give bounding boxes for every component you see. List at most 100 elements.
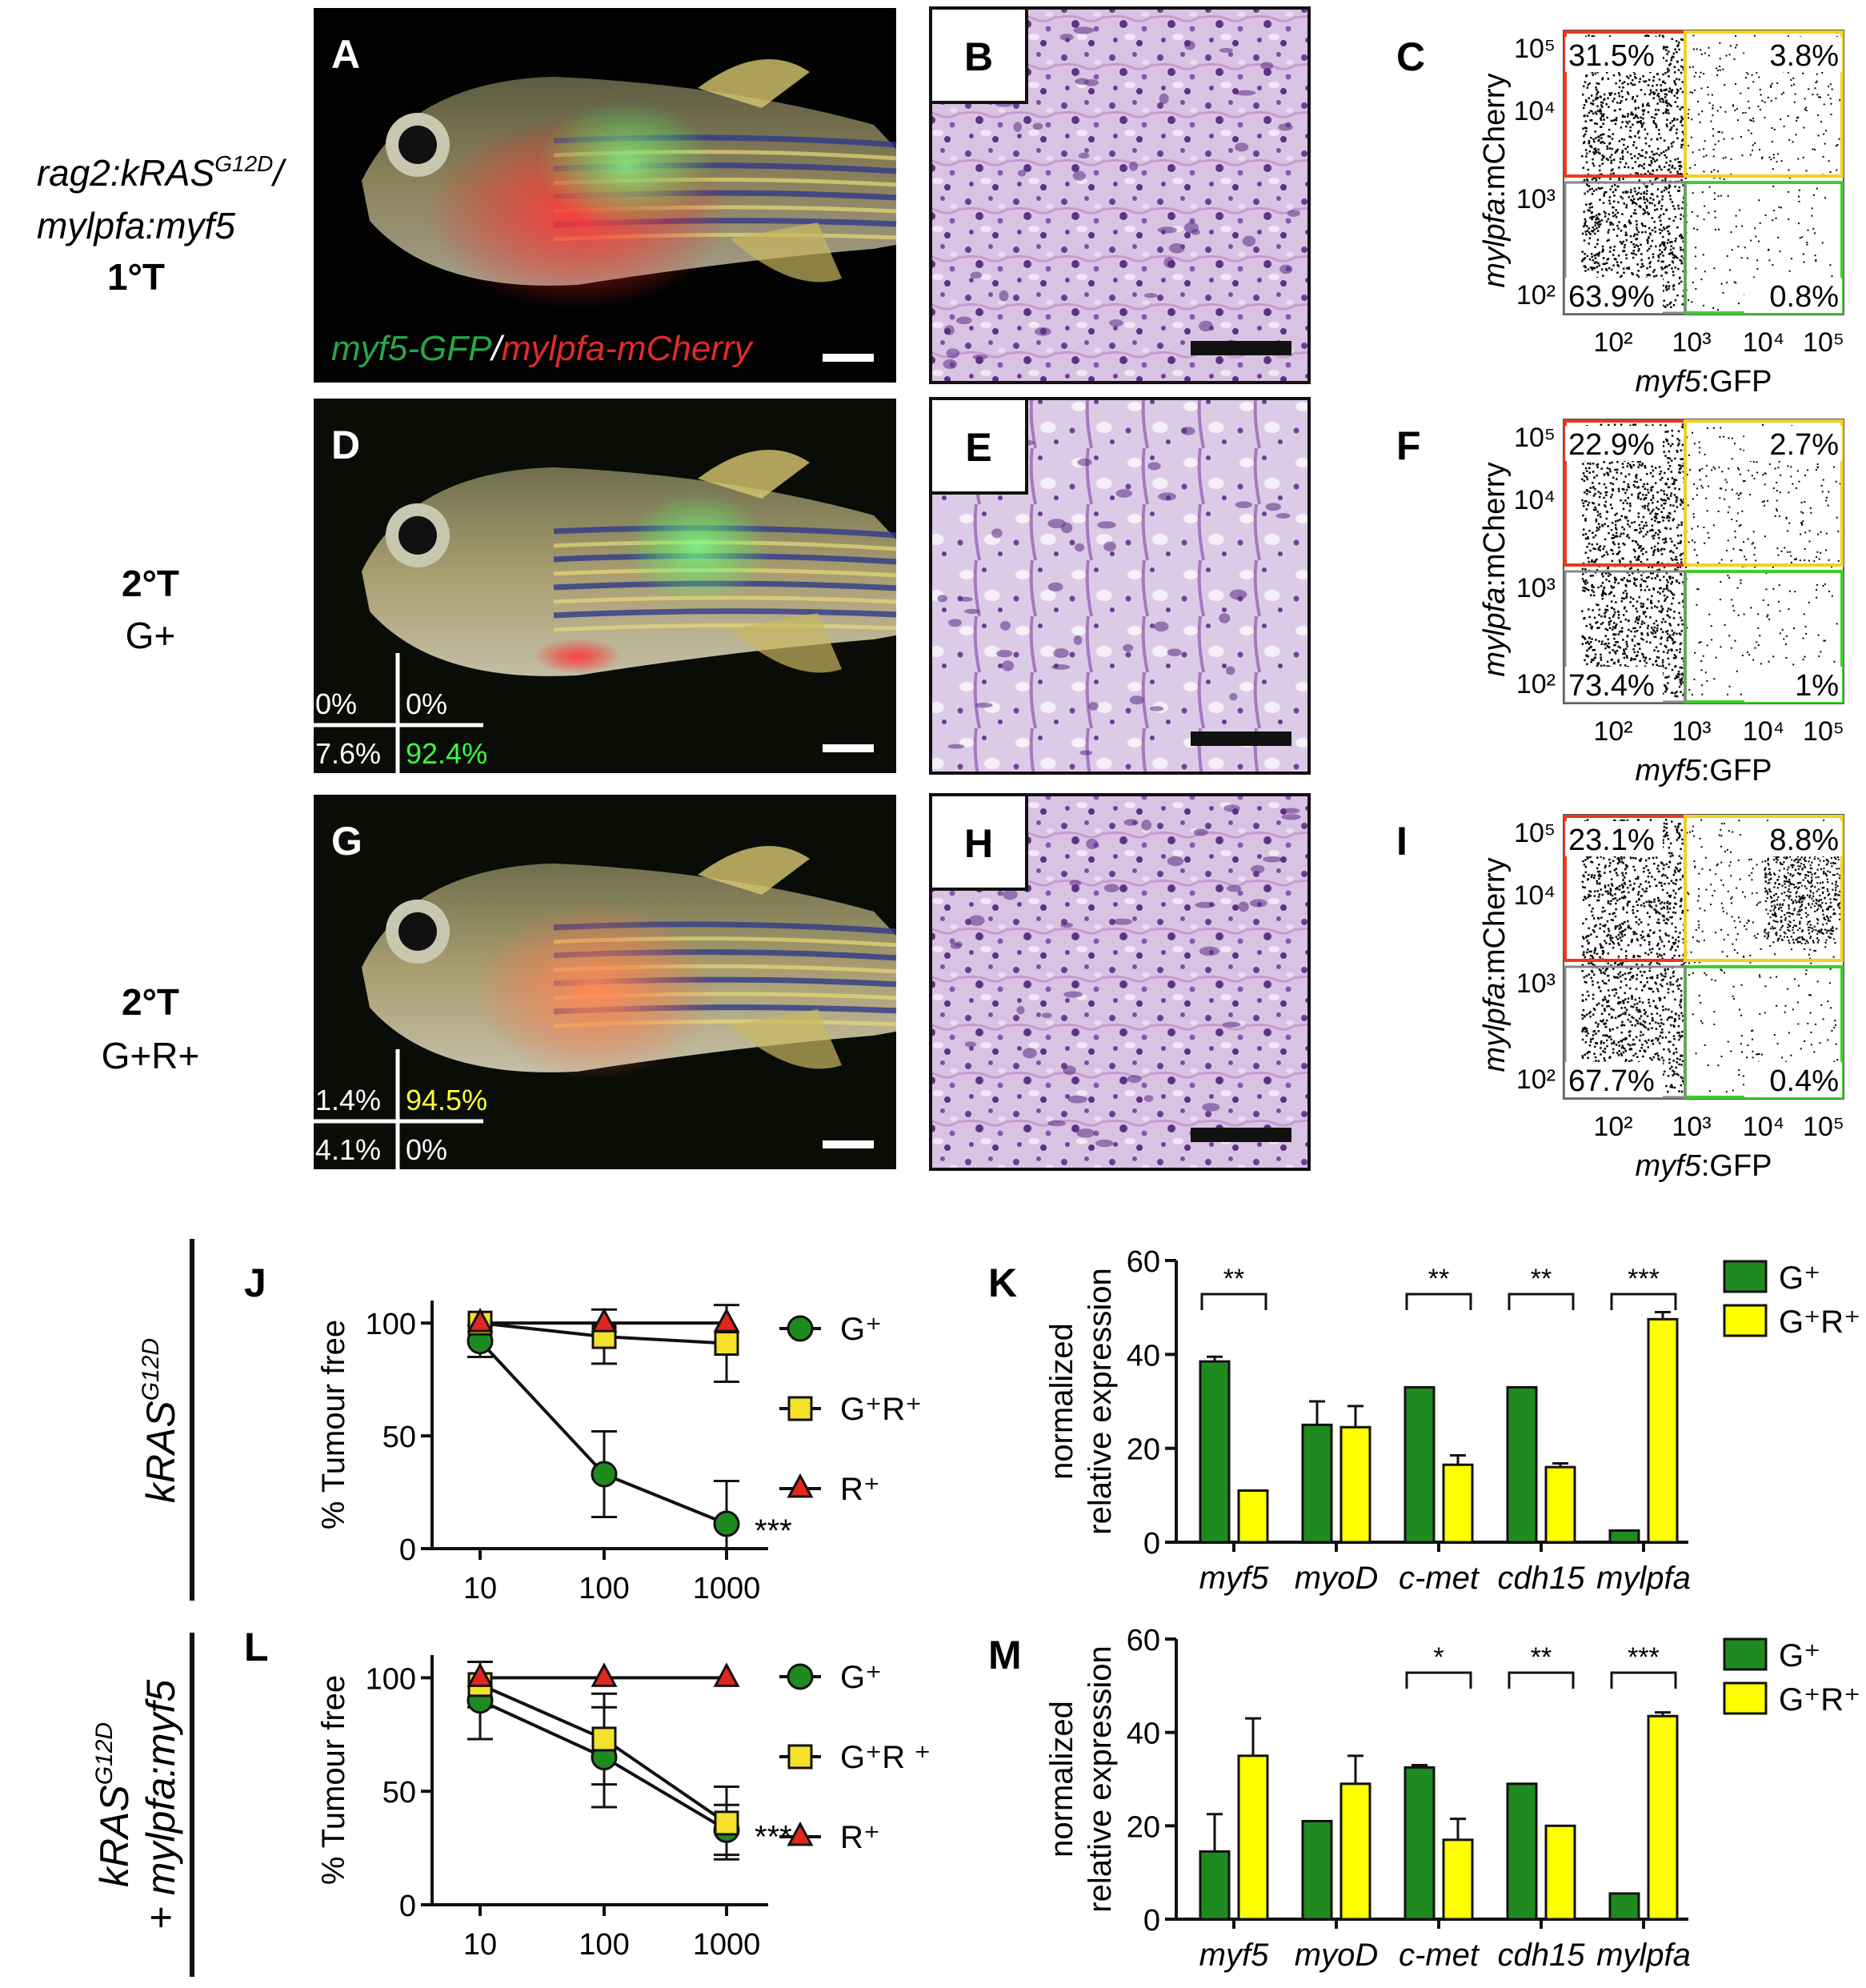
event-dot: [1708, 211, 1710, 214]
event-dot: [1660, 90, 1663, 92]
event-dot: [1648, 202, 1652, 204]
event-dot: [1592, 226, 1594, 229]
event-dot: [1692, 513, 1695, 515]
event-dot: [1640, 1015, 1643, 1017]
event-dot: [1672, 906, 1676, 909]
event-dot: [1586, 641, 1589, 643]
event-dot: [1672, 1052, 1675, 1055]
cell-nucleus: [1193, 828, 1208, 836]
cell-nucleus: [1129, 695, 1144, 705]
event-dot: [1612, 206, 1614, 209]
event-dot: [1611, 493, 1613, 496]
event-dot: [1821, 242, 1824, 244]
event-dot: [1642, 110, 1645, 113]
event-dot: [1648, 172, 1652, 175]
event-dot: [1663, 916, 1665, 918]
event-dot: [1674, 912, 1677, 914]
event-dot: [1680, 691, 1682, 693]
event-dot: [1602, 275, 1604, 277]
event-dot: [1621, 974, 1624, 976]
event-dot: [1614, 856, 1616, 858]
event-dot: [1662, 914, 1665, 917]
fish-anal-fin: [730, 222, 842, 283]
event-dot: [1632, 931, 1635, 933]
event-dot: [1632, 460, 1634, 463]
event-dot: [1640, 574, 1643, 577]
event-dot: [1633, 233, 1636, 235]
event-dot: [1623, 890, 1625, 893]
event-dot: [1796, 470, 1799, 472]
event-dot: [1615, 535, 1618, 537]
event-dot: [1590, 950, 1592, 953]
event-dot: [1665, 631, 1668, 633]
event-dot: [1621, 891, 1624, 894]
event-dot: [1645, 576, 1648, 579]
event-dot: [1624, 664, 1627, 667]
event-dot: [1715, 656, 1717, 659]
event-dot: [1613, 118, 1616, 122]
event-dot: [1677, 1073, 1680, 1076]
event-dot: [1593, 895, 1596, 897]
event-dot: [1636, 559, 1638, 561]
event-dot: [1644, 939, 1646, 942]
event-dot: [1671, 201, 1674, 203]
event-dot: [1639, 491, 1641, 494]
event-dot: [1662, 1023, 1665, 1025]
event-dot: [1651, 607, 1653, 609]
event-dot: [1596, 89, 1598, 91]
event-dot: [1629, 463, 1632, 467]
event-dot: [1699, 121, 1701, 123]
event-dot: [1818, 655, 1820, 658]
event-dot: [1641, 154, 1644, 158]
event-dot: [1589, 266, 1592, 269]
event-dot: [1604, 504, 1606, 507]
event-dot: [1661, 984, 1664, 988]
event-dot: [1655, 108, 1657, 111]
event-dot: [1828, 591, 1830, 593]
event-dot: [1585, 587, 1588, 591]
event-dot: [1589, 1040, 1592, 1044]
event-dot: [1636, 651, 1640, 653]
event-dot: [1590, 118, 1593, 122]
event-dot: [1654, 605, 1656, 607]
event-dot: [1657, 255, 1660, 257]
event-dot: [1662, 284, 1664, 287]
event-dot: [1636, 263, 1639, 266]
event-dot: [1674, 558, 1676, 561]
panel-letter: C: [1396, 34, 1425, 79]
event-dot: [1664, 287, 1668, 289]
event-dot: [1600, 115, 1604, 118]
event-dot: [1592, 574, 1594, 577]
event-dot: [1816, 463, 1819, 465]
event-dot: [1619, 241, 1622, 243]
event-dot: [1680, 234, 1682, 236]
event-dot: [1648, 257, 1650, 259]
event-dot: [1636, 114, 1638, 118]
event-dot: [1644, 659, 1646, 662]
event-dot: [1638, 595, 1641, 599]
event-dot: [1807, 229, 1809, 231]
event-dot: [1679, 471, 1681, 474]
event-dot: [1620, 986, 1622, 989]
event-dot: [1585, 918, 1588, 920]
event-dot: [1605, 269, 1608, 271]
event-dot: [1668, 457, 1672, 460]
event-dot: [1633, 555, 1636, 559]
event-dot: [1598, 614, 1600, 616]
event-dot: [1744, 246, 1746, 249]
event-dot: [1663, 1048, 1665, 1051]
event-dot: [1661, 268, 1664, 271]
event-dot: [1630, 189, 1632, 191]
event-dot: [1622, 267, 1625, 270]
event-dot: [1597, 221, 1600, 223]
event-dot: [1633, 583, 1636, 586]
event-dot: [1653, 516, 1656, 519]
event-dot: [1621, 579, 1624, 581]
event-dot: [1603, 545, 1606, 548]
event-dot: [1599, 956, 1601, 959]
event-dot: [1622, 542, 1624, 545]
event-dot: [1839, 483, 1841, 485]
event-dot: [1635, 541, 1638, 543]
event-dot: [1668, 185, 1672, 188]
event-dot: [1654, 178, 1657, 181]
